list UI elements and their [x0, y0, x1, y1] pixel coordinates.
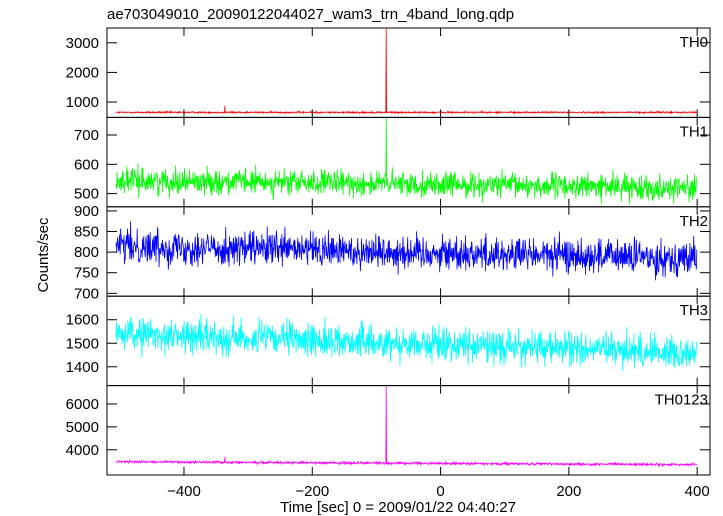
series-th1 [115, 117, 698, 205]
series-th0 [115, 28, 697, 115]
chart-title: ae703049010_20090122044027_wam3_trn_4ban… [107, 6, 514, 23]
panel-th0123: 4000 5000 6000 TH0123 [66, 385, 711, 476]
panel-label: TH0 [680, 34, 708, 51]
y-tick-label: 5000 [66, 419, 99, 436]
panel-label: TH1 [680, 123, 708, 140]
y-tick-label: 500 [74, 186, 99, 203]
y-tick-label: 1000 [66, 94, 99, 111]
panel-th2: 700 750 800 850 900 TH2 [74, 203, 711, 302]
x-tick-label: −200 [295, 483, 329, 500]
panels: 1000 2000 3000 TH0 500 600 700 TH1 700 750 800 850 9… [66, 27, 711, 476]
y-tick-label: 900 [74, 203, 99, 220]
panel-th3: 1400 1500 1600 TH3 [66, 295, 711, 387]
panel-frame [106, 27, 711, 118]
y-tick-label: 700 [74, 285, 99, 302]
y-tick-label: 750 [74, 265, 99, 282]
panel-label: TH3 [680, 302, 708, 319]
y-tick-label: 1400 [66, 359, 99, 376]
panel-frame [106, 116, 711, 208]
series-th0123 [115, 385, 698, 468]
x-tick-label: 200 [556, 483, 581, 500]
y-tick-label: 850 [74, 224, 99, 241]
y-tick-label: 2000 [66, 64, 99, 81]
panel-label: TH0123 [655, 392, 708, 409]
y-tick-label: 3000 [66, 35, 99, 52]
panel-label: TH2 [680, 213, 708, 230]
x-tick-label: 400 [685, 483, 710, 500]
panel-frame [106, 385, 711, 476]
y-tick-label: 600 [74, 156, 99, 173]
series-th3 [115, 313, 698, 372]
panel-th0: 1000 2000 3000 TH0 [66, 27, 711, 118]
x-tick-label: −400 [167, 483, 201, 500]
series-th2 [115, 221, 698, 281]
y-tick-label: 800 [74, 244, 99, 261]
x-axis-label: Time [sec] 0 = 2009/01/22 04:40:27 [280, 499, 516, 516]
y-tick-label: 1600 [66, 312, 99, 329]
y-tick-label: 700 [74, 127, 99, 144]
x-axis: −400 −200 0 200 400 [167, 483, 710, 500]
y-tick-label: 4000 [66, 442, 99, 459]
y-tick-label: 6000 [66, 396, 99, 413]
y-axis-label: Counts/sec [35, 217, 52, 293]
y-tick-label: 1500 [66, 335, 99, 352]
x-tick-label: 0 [436, 483, 444, 500]
panel-th1: 500 600 700 TH1 [74, 116, 711, 208]
